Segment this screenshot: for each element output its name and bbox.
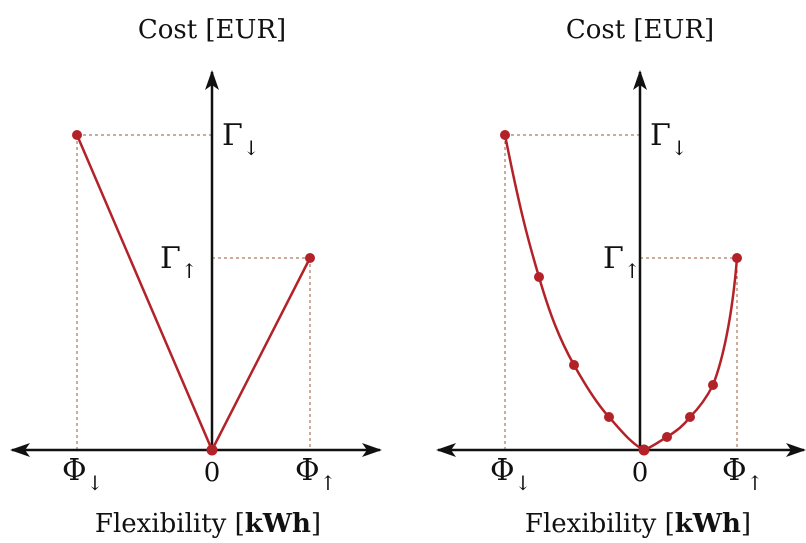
y-axis-title: Cost [EUR] <box>138 15 286 45</box>
x-axis-title: Flexibility [kWh] <box>525 509 751 539</box>
gamma-up-label: Γ↑ <box>160 241 198 283</box>
phi-down-label: Φ↓ <box>490 453 531 495</box>
point-origin <box>206 444 218 456</box>
point-phi-down <box>72 130 82 140</box>
curve-point <box>662 432 672 442</box>
cost-curve <box>75 134 312 453</box>
cost-curve <box>503 134 739 452</box>
curve-point <box>685 412 695 422</box>
point-phi-up <box>305 253 315 263</box>
point-phi-down <box>500 130 510 140</box>
curve-point <box>569 360 579 370</box>
curve-point <box>604 412 614 422</box>
right-panel: Cost [EUR] Γ↓ Γ↑ Φ↓ 0 Φ↑ Flexibility [kW… <box>436 15 806 539</box>
phi-down-label: Φ↓ <box>62 453 103 495</box>
phi-up-label: Φ↑ <box>722 453 763 495</box>
gamma-up-label: Γ↑ <box>603 241 641 283</box>
x-zero-label: 0 <box>204 458 221 488</box>
gamma-down-label: Γ↓ <box>650 118 688 160</box>
x-axis-title: Flexibility [kWh] <box>95 509 321 539</box>
left-panel: Cost [EUR] Γ↓ Γ↑ Φ↓ 0 Φ↑ Flexibility [kW… <box>10 15 382 539</box>
curve-point <box>534 272 544 282</box>
y-axis-title: Cost [EUR] <box>566 15 714 45</box>
point-phi-up <box>732 253 742 263</box>
point-origin <box>638 444 650 456</box>
x-zero-label: 0 <box>632 458 649 488</box>
curve-point <box>708 380 718 390</box>
gamma-down-label: Γ↓ <box>222 118 260 160</box>
phi-up-label: Φ↑ <box>295 453 336 495</box>
